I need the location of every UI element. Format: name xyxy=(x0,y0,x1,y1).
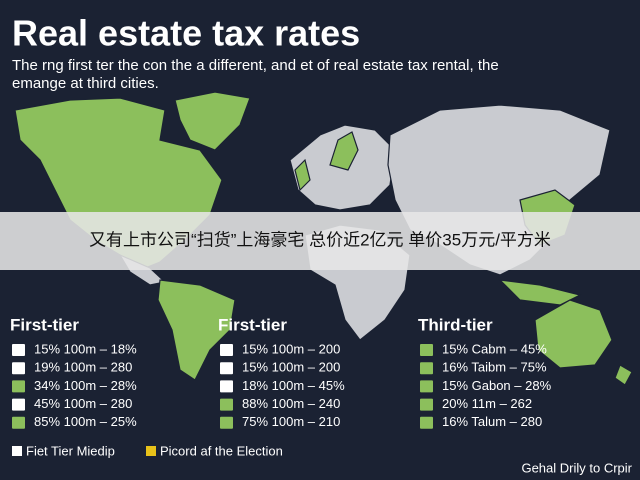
legend-swatch xyxy=(220,344,233,356)
subtitle-line: emange at third cities. xyxy=(12,75,159,92)
legend-swatch xyxy=(420,362,433,375)
south-america xyxy=(157,279,236,381)
legend-row: 34% 100m – 28% xyxy=(34,378,137,393)
legend-row: 88% 100m – 240 xyxy=(242,396,340,411)
legend-row: 15% Gabon – 28% xyxy=(442,378,552,393)
new-zealand xyxy=(614,364,633,386)
legend-row: 15% 100m – 200 xyxy=(242,341,340,356)
legend-swatch xyxy=(220,380,233,393)
banner-caption: 又有上市公司“扫货”上海豪宅 总价近2亿元 单价35万元/平方米 xyxy=(89,229,551,249)
legend-swatch xyxy=(420,380,433,393)
banner-background xyxy=(0,212,640,270)
legend-row: 15% 100m – 200 xyxy=(242,360,340,375)
australia xyxy=(534,299,613,369)
subtitle-line: The rng first ter the con the a differen… xyxy=(12,57,499,74)
legend-row: 16% Talum – 280 xyxy=(442,414,542,429)
legend-swatch xyxy=(12,380,25,393)
legend-swatch xyxy=(220,398,233,411)
legend-row: 75% 100m – 210 xyxy=(242,414,340,429)
title: Real estate tax rates xyxy=(12,13,360,54)
footer-legend-text: Fiet Tier Miedip xyxy=(26,443,115,458)
footer-legend-text: Picord af the Election xyxy=(160,443,283,458)
footer-swatch xyxy=(146,446,156,456)
credit: Gehal Drily to Crpir xyxy=(521,460,632,475)
legend-swatch xyxy=(420,416,433,429)
legend-heading: Third-tier xyxy=(418,315,493,334)
legend-area: First-tier 15% 100m – 18% 19% 100m – 280 34… xyxy=(10,315,552,458)
legend-row: 20% 11m – 262 xyxy=(442,396,532,411)
legend-swatch xyxy=(420,398,433,411)
legend-row: 18% 100m – 45% xyxy=(242,378,345,393)
legend-swatch xyxy=(12,344,25,356)
scandinavia xyxy=(329,131,359,171)
legend-row: 15% Cabm – 45% xyxy=(442,341,547,356)
legend-swatch xyxy=(12,398,25,411)
legend-row: 19% 100m – 280 xyxy=(34,360,132,375)
legend-heading: First-tier xyxy=(10,315,79,334)
legend-row: 45% 100m – 280 xyxy=(34,396,132,411)
legend-row: 15% 100m – 18% xyxy=(34,341,137,356)
legend-swatch xyxy=(12,416,25,429)
footer-swatch xyxy=(12,446,22,456)
legend-row: 16% Taibm – 75% xyxy=(442,360,547,375)
legend-swatch xyxy=(220,416,233,429)
legend-swatch xyxy=(420,344,433,356)
uk xyxy=(294,158,311,192)
legend-heading: First-tier xyxy=(218,315,287,334)
legend-row: 85% 100m – 25% xyxy=(34,414,137,429)
legend-swatch xyxy=(12,362,25,375)
greenland xyxy=(174,91,251,151)
legend-swatch xyxy=(220,362,233,375)
